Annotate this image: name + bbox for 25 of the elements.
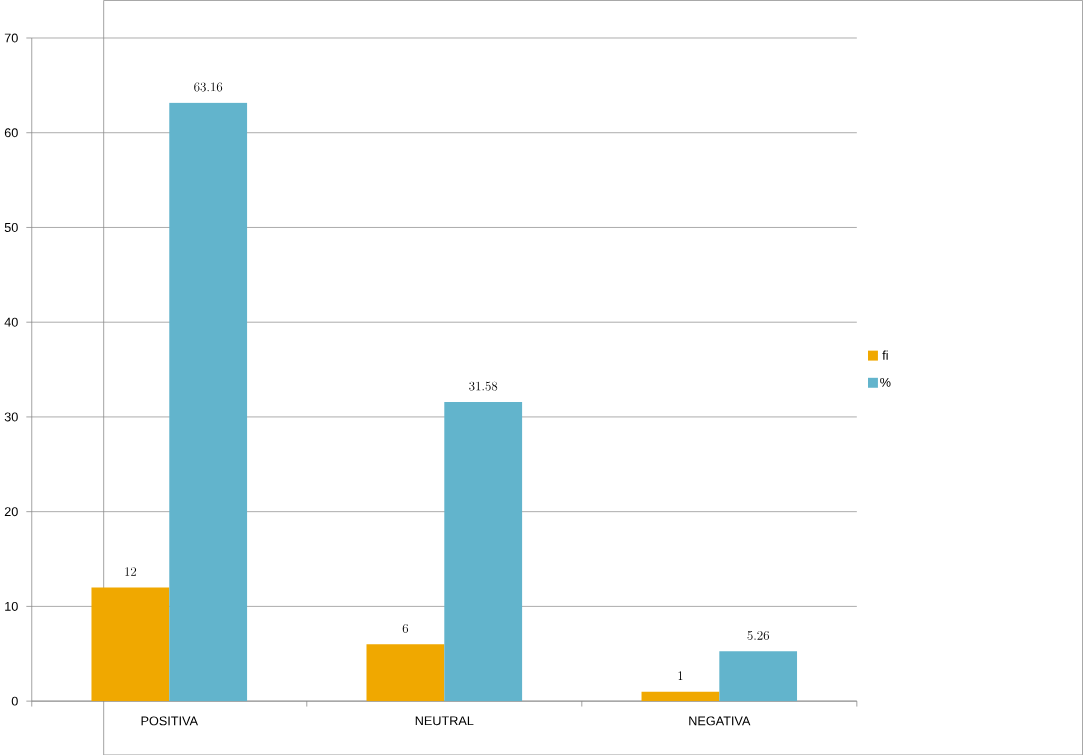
bar	[169, 102, 248, 701]
data-label: 63. 16	[194, 82, 223, 92]
y-tick-label: 60	[4, 128, 18, 138]
legend-label: fi	[882, 350, 888, 360]
x-tick-label: POSITIVA	[141, 716, 198, 726]
data-label: 31 .58	[469, 381, 498, 391]
y-tick-label: 40	[4, 317, 18, 327]
bar	[641, 691, 720, 701]
legend-label: %	[880, 377, 891, 387]
data-label: 1	[678, 671, 683, 680]
y-tick-label: 30	[4, 412, 18, 422]
y-tick-label: 20	[4, 506, 18, 516]
y-tick-label: 70	[4, 33, 18, 43]
data-label: 6	[402, 623, 409, 633]
x-tick-label: NEUTRAL	[415, 716, 474, 726]
bar	[444, 401, 523, 701]
y-tick-label: 0	[11, 696, 18, 706]
bar	[91, 587, 170, 701]
data-label: 12	[125, 566, 137, 576]
y-tick-label: 10	[5, 601, 18, 611]
y-tick-label: 50	[4, 222, 18, 232]
data-label: 5.26	[747, 630, 770, 640]
bar	[366, 644, 445, 701]
x-tick-label: NEGATIVA	[689, 716, 751, 726]
bar	[719, 651, 798, 701]
